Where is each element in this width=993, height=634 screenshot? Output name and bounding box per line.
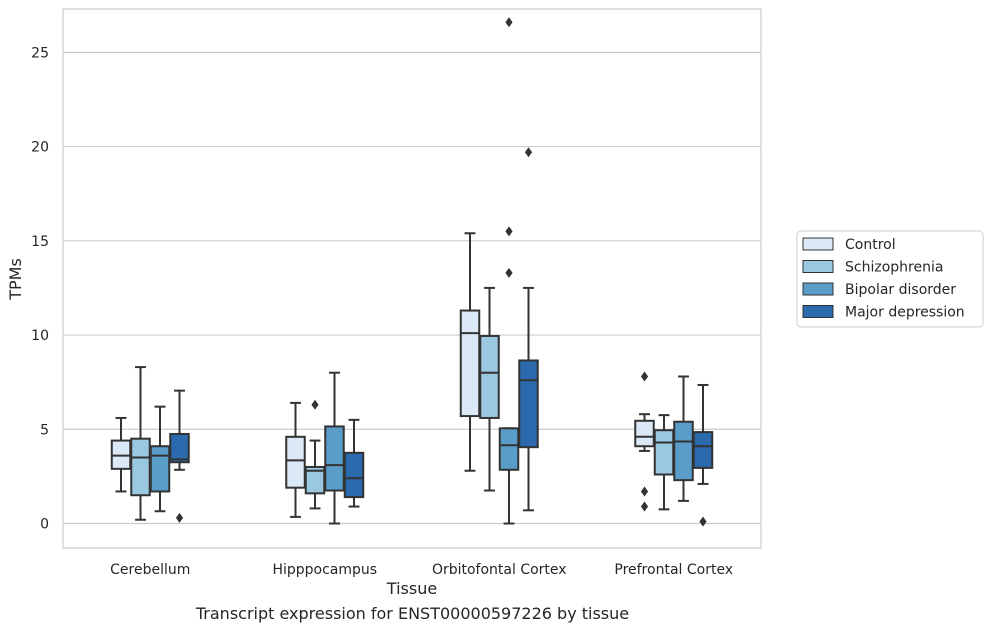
- x-tick-label: Hipppocampus: [272, 562, 377, 578]
- y-tick-label: 10: [31, 328, 49, 344]
- box-control: [634, 371, 655, 512]
- box-iqr: [459, 309, 481, 418]
- outlier-point: [505, 17, 513, 28]
- box-control: [110, 416, 132, 493]
- box-bipolar-disorder: [149, 405, 171, 513]
- y-tick-label: 25: [31, 45, 49, 61]
- legend-label: Major depression: [845, 305, 965, 321]
- box-iqr: [324, 425, 345, 492]
- y-tick-label: 20: [31, 140, 49, 156]
- legend: Control Schizophrenia Bipolar disorder Majo…: [796, 230, 984, 328]
- box-iqr: [673, 420, 694, 482]
- box-iqr: [149, 445, 171, 493]
- outlier-point: [505, 267, 513, 278]
- box-control: [285, 401, 306, 518]
- box-iqr: [498, 427, 520, 471]
- box-major-depression: [518, 147, 539, 512]
- outlier-point: [699, 516, 707, 527]
- box-iqr: [692, 431, 714, 469]
- legend-frame: [796, 230, 984, 328]
- outlier-point: [524, 147, 533, 158]
- legend-swatch: [802, 260, 834, 273]
- box-schizophrenia: [304, 399, 326, 510]
- outlier-point: [505, 226, 513, 237]
- box-groups: [110, 17, 714, 527]
- box-iqr: [169, 432, 190, 464]
- box-iqr: [343, 451, 365, 499]
- box-iqr: [130, 437, 151, 497]
- box-iqr: [634, 419, 655, 448]
- x-axis-label: Tissue: [386, 579, 437, 598]
- y-tick-label: 5: [40, 422, 49, 438]
- legend-swatch: [802, 305, 834, 318]
- box-schizophrenia: [479, 286, 500, 492]
- box-iqr: [479, 334, 500, 419]
- box-bipolar-disorder: [673, 375, 694, 502]
- chart-caption: Transcript expression for ENST0000059722…: [195, 604, 630, 623]
- x-tick-label: Orbitofontal Cortex: [432, 562, 567, 578]
- box-bipolar-disorder: [324, 371, 345, 525]
- box-major-depression: [692, 383, 714, 527]
- y-axis-label: TPMs: [6, 258, 25, 301]
- box-bipolar-disorder: [498, 17, 520, 525]
- legend-swatch: [802, 282, 834, 296]
- box-major-depression: [169, 389, 190, 523]
- box-iqr: [285, 435, 306, 489]
- box-schizophrenia: [653, 414, 675, 511]
- legend-label: Bipolar disorder: [845, 282, 956, 298]
- box-major-depression: [343, 418, 365, 508]
- y-axis-ticks: 0 5 10 15 20 25: [31, 45, 49, 532]
- outlier-point: [640, 371, 649, 382]
- outlier-point: [640, 501, 649, 512]
- y-tick-label: 15: [31, 234, 49, 250]
- x-axis-ticks: Cerebellum Hipppocampus Orbitofontal Corte…: [110, 562, 733, 578]
- x-tick-label: Cerebellum: [110, 562, 190, 578]
- x-tick-label: Prefrontal Cortex: [614, 562, 733, 578]
- legend-label: Schizophrenia: [845, 260, 943, 276]
- box-control: [459, 232, 481, 472]
- box-schizophrenia: [130, 366, 151, 521]
- outlier-point: [311, 399, 319, 410]
- outlier-point: [640, 486, 649, 497]
- plot-frame: [62, 8, 762, 549]
- box-iqr: [518, 359, 539, 449]
- box-iqr: [653, 429, 675, 476]
- y-tick-label: 0: [40, 517, 49, 533]
- legend-label: Control: [845, 237, 896, 253]
- legend-swatch: [802, 237, 834, 251]
- outlier-point: [175, 512, 184, 523]
